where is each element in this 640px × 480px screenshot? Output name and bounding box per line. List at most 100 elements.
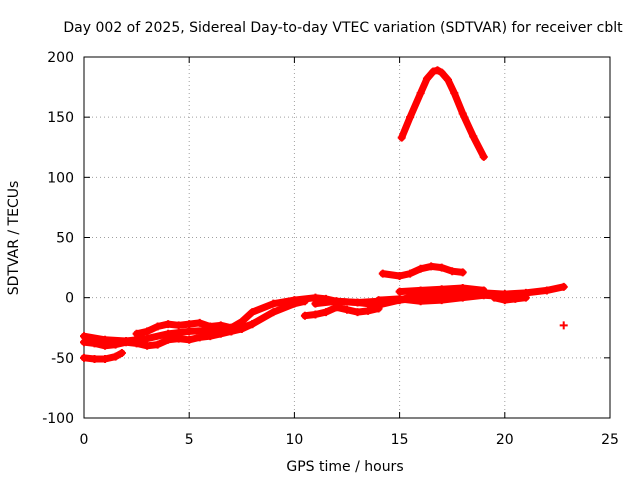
data-point-marker [311,310,320,319]
data-point-marker [111,352,120,361]
x-tick-label: 0 [80,432,89,448]
data-point-marker [332,297,341,306]
data-point-marker [101,341,110,350]
data-points [80,66,568,364]
data-point-marker [290,299,299,308]
data-point-marker [80,353,88,362]
data-point-marker [248,308,257,317]
data-point-marker [416,89,425,98]
series-track [133,319,235,338]
x-tick-label: 20 [496,432,514,448]
y-tick-label: 200 [47,50,74,66]
data-point-marker [143,341,152,350]
data-point-marker [122,338,131,347]
data-point-marker [132,339,141,348]
data-point-marker [164,335,173,344]
data-point-marker [469,132,478,141]
data-point-marker [458,109,467,118]
data-point-marker [395,287,404,296]
data-point-marker [490,293,499,302]
y-axis-label: SDTVAR / TECUs [6,181,22,296]
data-point-marker [542,286,551,295]
axis-ticks: 0 5 10 15 20 25 -100 -50 0 50 100 150 200 [42,50,619,448]
data-point-marker [397,133,406,142]
data-point-marker [479,152,488,161]
data-point-marker [395,294,404,303]
data-point-marker [559,282,568,291]
data-point-marker [437,68,446,77]
data-point-marker [153,322,162,331]
data-point-marker [143,327,152,336]
data-point-marker [300,297,309,306]
data-point-marker [450,89,459,98]
data-point-marker [458,284,467,293]
data-point-marker [422,74,431,83]
data-point-marker [321,308,330,317]
data-point-marker [300,311,309,320]
data-point-marker [269,299,278,308]
y-tick-label: -100 [42,411,74,427]
data-point-marker [559,321,568,330]
chart-title: Day 002 of 2025, Sidereal Day-to-day VTE… [63,20,623,36]
data-point-marker [395,272,404,281]
data-point-marker [311,299,320,308]
x-tick-label: 5 [185,432,194,448]
data-point-marker [458,293,467,302]
x-tick-label: 15 [391,432,409,448]
data-point-marker [448,267,457,276]
data-point-marker [111,340,120,349]
data-point-marker [143,334,152,343]
series-track-5 [227,297,309,336]
data-point-marker [429,67,438,76]
y-tick-label: 0 [65,291,74,307]
data-point-marker [458,268,467,277]
data-point-marker [174,334,183,343]
data-point-marker [195,333,204,342]
data-point-marker [406,113,415,122]
data-point-marker [101,355,110,364]
y-tick-label: 100 [47,170,74,186]
data-point-marker [153,340,162,349]
series-track-12 [397,66,488,161]
data-point-marker [364,306,373,315]
data-point-marker [500,296,509,305]
data-point-marker [206,332,215,341]
x-tick-label: 25 [601,432,619,448]
series-track [490,294,530,304]
data-point-marker [248,320,257,329]
data-point-marker [416,264,425,273]
data-point-marker [353,298,362,307]
data-point-marker [374,296,383,305]
data-point-marker [416,297,425,306]
series-track-8 [378,262,467,281]
data-point-marker [216,321,225,330]
data-point-marker [206,322,215,331]
data-point-marker [427,262,436,271]
data-point-marker [269,308,278,317]
data-point-marker [433,66,442,75]
data-point-marker [406,269,415,278]
data-point-marker [353,308,362,317]
data-point-marker [80,338,88,347]
data-point-marker [479,291,488,300]
data-point-marker [185,320,194,329]
data-point-marker [443,75,452,84]
data-point-marker [195,318,204,327]
data-point-marker [511,294,520,303]
data-point-marker [378,269,387,278]
plot-frame [83,56,611,419]
y-tick-label: -50 [51,351,74,367]
data-point-marker [416,286,425,295]
series-track-10 [374,291,509,306]
y-tick-label: 50 [56,231,74,247]
data-point-marker [437,263,446,272]
data-point-marker [521,293,530,302]
data-point-marker [164,320,173,329]
x-axis-label: GPS time / hours [286,459,403,475]
data-point-marker [185,335,194,344]
series-track-2 [80,320,257,350]
x-tick-label: 10 [285,432,303,448]
data-point-marker [90,339,99,348]
data-point-marker [437,285,446,294]
